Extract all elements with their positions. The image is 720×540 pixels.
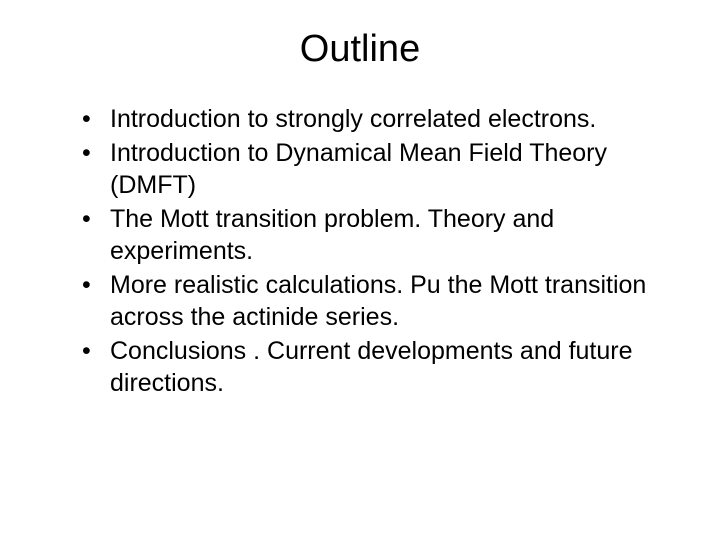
bullet-item: Introduction to strongly correlated elec… (82, 103, 670, 135)
slide-title: Outline (50, 28, 670, 71)
bullet-item: Conclusions . Current developments and f… (82, 335, 670, 399)
bullet-item: The Mott transition problem. Theory and … (82, 203, 670, 267)
bullet-item: More realistic calculations. Pu the Mott… (82, 269, 670, 333)
bullet-list: Introduction to strongly correlated elec… (50, 103, 670, 399)
bullet-item: Introduction to Dynamical Mean Field The… (82, 137, 670, 201)
